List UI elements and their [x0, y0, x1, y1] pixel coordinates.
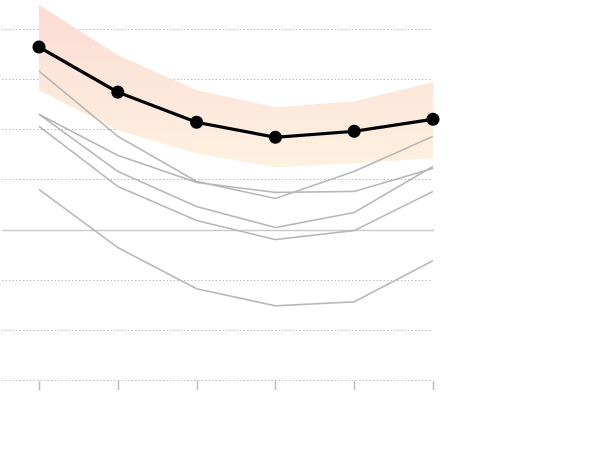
series-2-line: [38, 113, 434, 194]
x-axis-ticks: [38, 381, 435, 390]
main-point: [111, 85, 125, 99]
main-point: [32, 40, 46, 54]
series-lines: [38, 70, 434, 307]
main-point: [268, 130, 282, 144]
series-5-line: [38, 188, 434, 307]
main-line: [38, 45, 434, 139]
confidence-band: [39, 4, 433, 168]
main-point: [347, 124, 361, 138]
main-point: [190, 115, 204, 129]
series-3-line: [38, 113, 434, 229]
series-1-line: [38, 70, 434, 200]
band-area: [39, 4, 433, 168]
main-point: [426, 112, 440, 126]
highlight-series: [32, 40, 440, 144]
series-4-line: [38, 125, 434, 241]
